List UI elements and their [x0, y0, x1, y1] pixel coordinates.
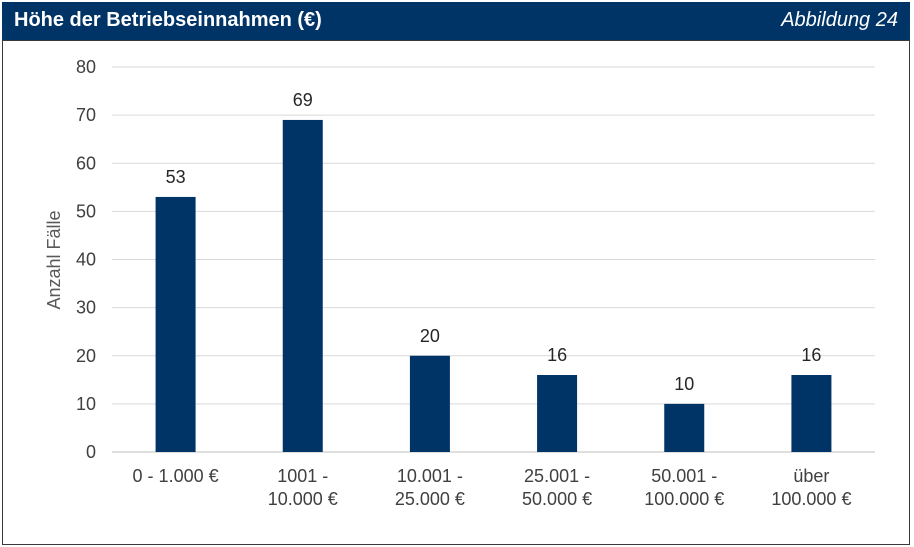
chart-header: Höhe der Betriebseinnahmen (€) Abbildung…	[2, 2, 910, 40]
y-tick-label: 40	[76, 250, 96, 270]
x-tick-label: 0 - 1.000 €	[133, 466, 219, 486]
y-tick-label: 80	[76, 57, 96, 77]
data-label: 16	[547, 345, 567, 365]
bar	[282, 119, 323, 452]
data-label: 53	[166, 167, 186, 187]
x-axis-ticks: 0 - 1.000 € 1001 -10.000 € 10.001 -25.000 …	[133, 466, 852, 509]
x-tick-label: 10.001 -25.000 €	[395, 466, 465, 509]
y-tick-label: 30	[76, 298, 96, 318]
bar	[155, 196, 196, 452]
data-label: 20	[420, 326, 440, 346]
bar	[664, 403, 705, 452]
y-tick-label: 50	[76, 201, 96, 221]
x-tick-label: über 100.000 €	[771, 466, 851, 509]
x-tick-label: 50.001 -100.000 €	[644, 466, 724, 509]
chart-title: Höhe der Betriebseinnahmen (€)	[14, 9, 322, 31]
bar	[791, 375, 832, 452]
y-axis-ticks: 0 10 20 30 40 50 60 70 80	[76, 57, 96, 462]
x-tick-label: 25.001 -50.000 €	[522, 466, 592, 509]
data-labels: 53 69 20 16 10 16	[166, 90, 822, 394]
bar	[409, 355, 450, 452]
y-tick-label: 70	[76, 105, 96, 125]
x-tick-label: 1001 -10.000 €	[268, 466, 338, 509]
chart-frame	[2, 40, 910, 545]
y-tick-label: 60	[76, 153, 96, 173]
y-tick-label: 10	[76, 394, 96, 414]
data-label: 10	[674, 374, 694, 394]
data-label: 16	[801, 345, 821, 365]
y-axis-label: Anzahl Fälle	[44, 210, 64, 309]
figure-label: Abbildung 24	[781, 9, 898, 31]
bars	[155, 119, 832, 452]
bar	[537, 375, 578, 452]
data-label: 69	[293, 90, 313, 110]
y-tick-label: 20	[76, 346, 96, 366]
gridlines	[112, 66, 875, 453]
y-tick-label: 0	[86, 442, 96, 462]
